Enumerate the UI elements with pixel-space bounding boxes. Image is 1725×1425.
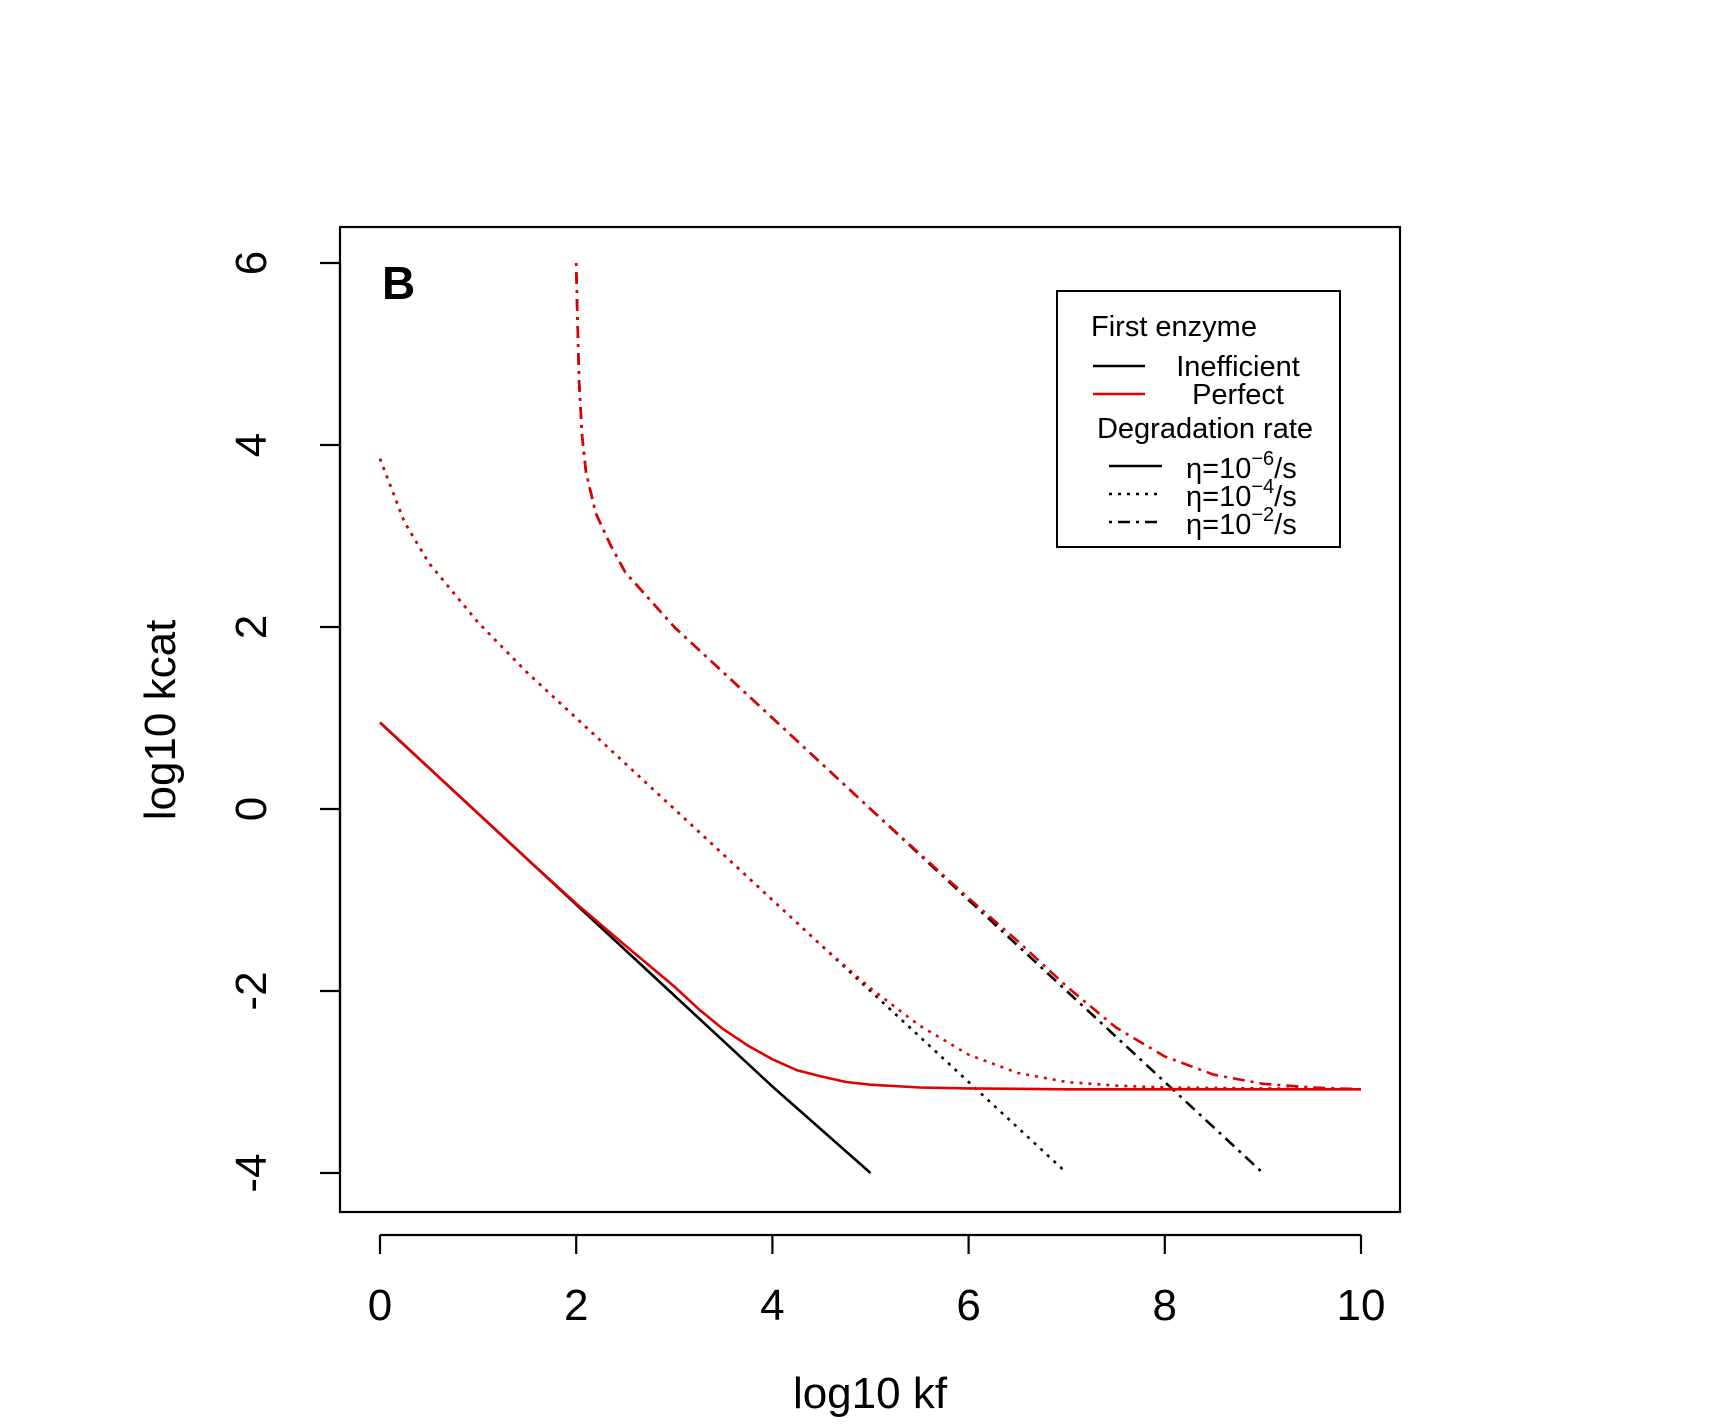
series-line-perfect-eta-1e-4 [378,458,1362,1091]
x-tick-label: 8 [1153,1281,1177,1330]
legend-label-eta-4: η=10−4/s [1186,476,1297,513]
y-axis-label: log10 kcat [136,620,185,821]
legend: First enzyme Inefficient Perfect Degrada… [1056,290,1341,548]
y-tick-label: -2 [227,971,276,1010]
y-tick-label: 6 [227,251,276,275]
series-layer [378,262,1362,1174]
x-tick-label: 10 [1337,1281,1386,1330]
x-tick-label: 2 [564,1281,588,1330]
series-line-perfect-eta-1e-2 [574,262,1362,1091]
x-axis-label: log10 kf [793,1369,948,1418]
legend-label-perfect: Perfect [1192,379,1284,411]
legend-label-inefficient: Inefficient [1176,351,1300,383]
y-tick-label: 0 [227,797,276,821]
x-tick-label: 0 [368,1281,392,1330]
panel-label: B [382,257,415,309]
y-axis: -4 -2 0 2 4 6 [227,251,342,1193]
legend-box [1056,290,1341,548]
x-tick-label: 6 [956,1281,980,1330]
y-tick-label: 2 [227,615,276,639]
legend-title-degradation-rate: Degradation rate [1097,413,1313,445]
legend-label-eta-2: η=10−2/s [1186,504,1297,541]
series-line-perfect-eta-1e-6 [379,721,1361,1091]
x-axis: 0 2 4 6 8 10 [368,1233,1386,1330]
legend-label-eta-6: η=10−6/s [1186,448,1297,485]
y-tick-label: -4 [227,1153,276,1192]
legend-title-first-enzyme: First enzyme [1091,311,1257,343]
y-tick-label: 4 [227,433,276,457]
x-tick-label: 4 [760,1281,784,1330]
